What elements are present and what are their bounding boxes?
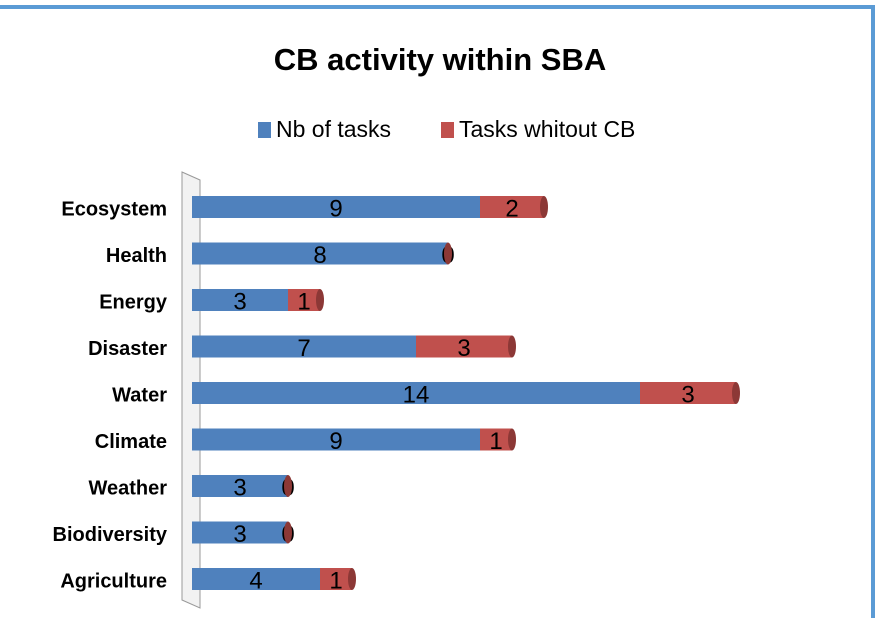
bar-segment bbox=[640, 382, 736, 404]
bar-end-cap bbox=[284, 521, 292, 544]
legend-swatch bbox=[258, 122, 271, 138]
y-tick-label: Disaster bbox=[88, 338, 167, 360]
y-tick-label: Weather bbox=[88, 477, 167, 499]
y-tick-label: Climate bbox=[95, 431, 167, 453]
chart-wall bbox=[181, 171, 201, 609]
legend-label: Nb of tasks bbox=[276, 116, 391, 142]
y-tick-label: Water bbox=[112, 384, 167, 406]
y-tick-label: Ecosystem bbox=[61, 198, 167, 220]
y-tick-label: Agriculture bbox=[60, 570, 167, 592]
bar-segment bbox=[192, 568, 320, 590]
bar-end-cap bbox=[348, 568, 356, 590]
bar-end-cap bbox=[540, 196, 548, 218]
data-label: 1 bbox=[329, 567, 342, 594]
bar-segment bbox=[192, 382, 640, 404]
bar-segment bbox=[480, 428, 512, 451]
bar-segment bbox=[192, 521, 288, 544]
bar-segment bbox=[192, 475, 288, 497]
bar-segment bbox=[192, 335, 416, 358]
bar-end-cap bbox=[316, 289, 324, 311]
bar-segment bbox=[416, 335, 512, 358]
data-label: 3 bbox=[233, 521, 246, 548]
bar-end-cap bbox=[508, 335, 516, 358]
legend-swatch bbox=[441, 122, 454, 138]
data-label: 9 bbox=[329, 195, 342, 222]
data-label: 3 bbox=[233, 288, 246, 315]
bar-end-cap bbox=[284, 475, 292, 497]
data-label: 3 bbox=[233, 474, 246, 501]
bar-segment bbox=[320, 568, 352, 590]
data-label: 4 bbox=[249, 567, 262, 594]
bar-segment bbox=[192, 289, 288, 311]
bar-segment bbox=[192, 196, 480, 218]
y-tick-label: Health bbox=[106, 245, 167, 267]
bar-end-cap bbox=[444, 242, 452, 265]
y-tick-label: Energy bbox=[99, 291, 168, 313]
bar-end-cap bbox=[732, 382, 740, 404]
data-label: 2 bbox=[505, 195, 518, 222]
data-label: 9 bbox=[329, 428, 342, 455]
bar-end-cap bbox=[508, 428, 516, 451]
y-tick-label: Biodiversity bbox=[53, 524, 168, 546]
chart-title: CB activity within SBA bbox=[274, 42, 606, 77]
legend-label: Tasks whitout CB bbox=[459, 116, 635, 142]
bar-segment bbox=[288, 289, 320, 311]
bar-segment bbox=[192, 428, 480, 451]
data-label: 7 bbox=[297, 335, 310, 362]
data-label: 8 bbox=[313, 242, 326, 269]
bar-segment bbox=[192, 242, 448, 265]
data-label: 1 bbox=[297, 288, 310, 315]
data-label: 3 bbox=[681, 381, 694, 408]
bar-segment bbox=[480, 196, 544, 218]
data-label: 14 bbox=[403, 381, 430, 408]
data-label: 1 bbox=[489, 428, 502, 455]
data-label: 3 bbox=[457, 335, 470, 362]
